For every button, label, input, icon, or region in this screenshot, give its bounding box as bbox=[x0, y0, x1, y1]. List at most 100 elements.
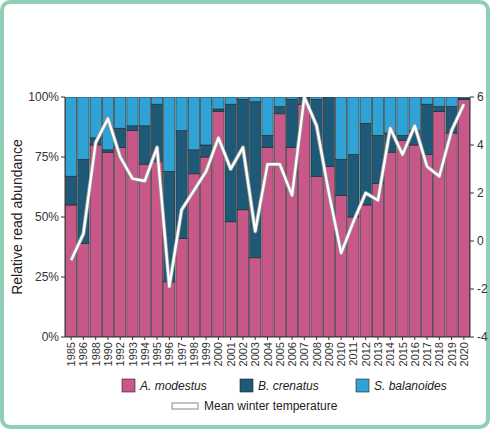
x-tick-label: 2017 bbox=[421, 342, 433, 366]
y2-tick-label: 2 bbox=[477, 186, 484, 200]
x-tick bbox=[304, 337, 305, 340]
x-tick-label: 2014 bbox=[384, 342, 396, 366]
x-tick bbox=[157, 337, 158, 340]
bar-segment bbox=[446, 133, 457, 337]
y2-tick-label: 6 bbox=[477, 90, 484, 104]
x-tick-label: 1992 bbox=[114, 342, 126, 366]
x-tick bbox=[390, 337, 391, 340]
bar-segment bbox=[139, 164, 150, 337]
y-tick bbox=[61, 157, 65, 158]
x-tick bbox=[463, 337, 464, 340]
y-axis bbox=[65, 97, 66, 337]
x-tick-label: 2007 bbox=[298, 342, 310, 366]
y2-tick bbox=[470, 289, 474, 290]
bar-segment bbox=[237, 210, 248, 337]
x-tick bbox=[341, 337, 342, 340]
y2-tick-label: -2 bbox=[477, 282, 488, 296]
bar-segment bbox=[102, 150, 113, 152]
bar-segment bbox=[164, 97, 175, 171]
bar-segment bbox=[65, 97, 76, 176]
x-tick bbox=[328, 337, 329, 340]
line bbox=[71, 97, 464, 287]
bar-segment bbox=[311, 176, 322, 337]
bar-segment bbox=[188, 97, 199, 150]
bar-segment bbox=[176, 97, 187, 131]
x-tick bbox=[193, 337, 194, 340]
x-tick bbox=[144, 337, 145, 340]
x-tick bbox=[414, 337, 415, 340]
bar-segment bbox=[348, 97, 359, 155]
x-tick bbox=[377, 337, 378, 340]
bar-segment bbox=[213, 109, 224, 111]
legend-swatch bbox=[356, 379, 369, 392]
x-tick-label: 2015 bbox=[397, 342, 409, 366]
x-tick-label: 2002 bbox=[237, 342, 249, 366]
x-tick-label: 2005 bbox=[274, 342, 286, 366]
y-tick bbox=[61, 217, 65, 218]
bar-segment bbox=[434, 97, 445, 107]
x-tick bbox=[427, 337, 428, 340]
x-tick-label: 2008 bbox=[311, 342, 323, 366]
x-tick-label: 2012 bbox=[360, 342, 372, 366]
bar-segment bbox=[274, 114, 285, 337]
y-axis-label: Relative read abundance bbox=[9, 139, 25, 295]
bar-segment bbox=[213, 97, 224, 109]
x-tick bbox=[83, 337, 84, 340]
x-tick-label: 1998 bbox=[188, 342, 200, 366]
bar-segment bbox=[446, 97, 457, 107]
bar-segment bbox=[286, 99, 297, 147]
bar-segment bbox=[385, 152, 396, 337]
y-tick bbox=[61, 277, 65, 278]
bar-segment bbox=[78, 243, 89, 337]
bar-segment bbox=[397, 140, 408, 337]
x-tick bbox=[255, 337, 256, 340]
bar-segment bbox=[372, 97, 383, 135]
x-tick-label: 2006 bbox=[286, 342, 298, 366]
bar-segment bbox=[360, 97, 371, 123]
y2-tick bbox=[470, 145, 474, 146]
bar-segment bbox=[421, 155, 432, 337]
bar-segment bbox=[127, 97, 138, 126]
x-tick-label: 1985 bbox=[65, 342, 77, 366]
x-tick bbox=[206, 337, 207, 340]
x-tick bbox=[71, 337, 72, 340]
x-tick-label: 2019 bbox=[446, 342, 458, 366]
bar-segment bbox=[65, 176, 76, 205]
legend-swatch bbox=[240, 379, 253, 392]
x-tick-label: 1993 bbox=[127, 342, 139, 366]
bar-segment bbox=[274, 107, 285, 114]
frame bbox=[2, 2, 488, 427]
x-tick bbox=[451, 337, 452, 340]
legend-label: S. balanoides bbox=[374, 379, 447, 393]
x-tick bbox=[181, 337, 182, 340]
x-tick bbox=[439, 337, 440, 340]
x-tick-label: 1999 bbox=[200, 342, 212, 366]
bar-segment bbox=[335, 159, 346, 195]
x-tick-label: 1990 bbox=[102, 342, 114, 366]
x-tick-label: 2004 bbox=[262, 342, 274, 366]
bar-segment bbox=[102, 152, 113, 337]
chart: 0%25%50%75%100%-4-20246Relative read abu… bbox=[0, 0, 490, 429]
y-tick bbox=[61, 337, 65, 338]
line-outline bbox=[71, 97, 464, 287]
bar-segment bbox=[434, 111, 445, 337]
bar-segment bbox=[335, 97, 346, 159]
legend-label: B. crenatus bbox=[258, 379, 319, 393]
bar-segment bbox=[458, 99, 469, 337]
x-tick-label: 2011 bbox=[347, 342, 359, 366]
bar-segment bbox=[372, 183, 383, 337]
x-tick bbox=[132, 337, 133, 340]
bar-segment bbox=[250, 258, 261, 337]
bar-segment bbox=[176, 239, 187, 337]
bar-segment bbox=[237, 97, 248, 99]
bar-segment bbox=[458, 97, 469, 98]
y-tick-label: 75% bbox=[35, 150, 59, 164]
x-tick bbox=[279, 337, 280, 340]
x-tick-label: 2013 bbox=[372, 342, 384, 366]
bar-segment bbox=[188, 150, 199, 174]
legend-swatch bbox=[122, 379, 135, 392]
legend-line bbox=[172, 403, 198, 409]
bar-segment bbox=[139, 126, 150, 164]
y2-tick bbox=[470, 241, 474, 242]
bar-segment bbox=[311, 97, 322, 99]
